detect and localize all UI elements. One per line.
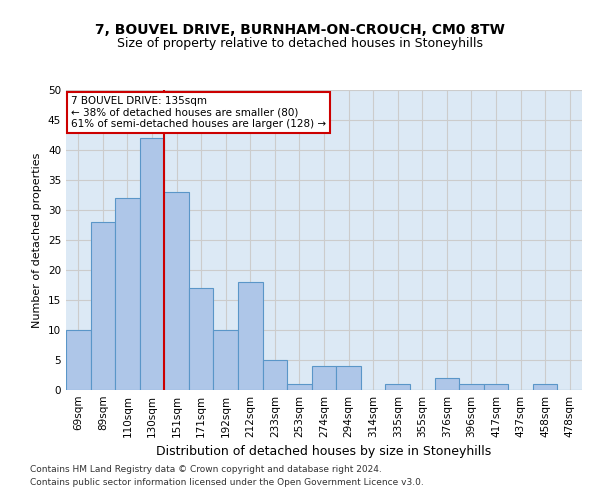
Bar xyxy=(140,138,164,390)
Bar xyxy=(312,366,336,390)
Bar xyxy=(214,330,238,390)
Bar xyxy=(287,384,312,390)
X-axis label: Distribution of detached houses by size in Stoneyhills: Distribution of detached houses by size … xyxy=(157,446,491,458)
Text: Contains public sector information licensed under the Open Government Licence v3: Contains public sector information licen… xyxy=(30,478,424,487)
Bar xyxy=(336,366,361,390)
Bar xyxy=(115,198,140,390)
Bar xyxy=(434,378,459,390)
Bar xyxy=(91,222,115,390)
Y-axis label: Number of detached properties: Number of detached properties xyxy=(32,152,43,328)
Text: Size of property relative to detached houses in Stoneyhills: Size of property relative to detached ho… xyxy=(117,38,483,51)
Text: 7 BOUVEL DRIVE: 135sqm
← 38% of detached houses are smaller (80)
61% of semi-det: 7 BOUVEL DRIVE: 135sqm ← 38% of detached… xyxy=(71,96,326,129)
Bar xyxy=(238,282,263,390)
Bar xyxy=(533,384,557,390)
Bar xyxy=(164,192,189,390)
Bar xyxy=(385,384,410,390)
Bar xyxy=(263,360,287,390)
Bar xyxy=(459,384,484,390)
Bar xyxy=(66,330,91,390)
Bar xyxy=(484,384,508,390)
Text: 7, BOUVEL DRIVE, BURNHAM-ON-CROUCH, CM0 8TW: 7, BOUVEL DRIVE, BURNHAM-ON-CROUCH, CM0 … xyxy=(95,22,505,36)
Bar xyxy=(189,288,214,390)
Text: Contains HM Land Registry data © Crown copyright and database right 2024.: Contains HM Land Registry data © Crown c… xyxy=(30,466,382,474)
